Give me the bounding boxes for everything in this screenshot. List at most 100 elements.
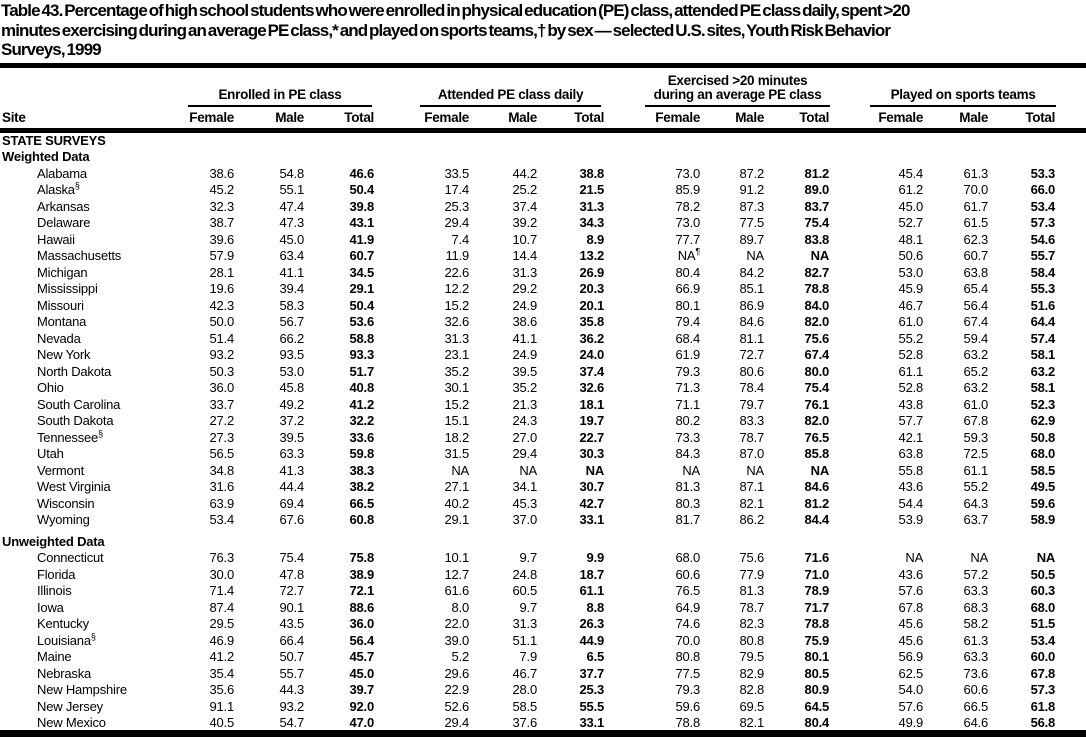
value-cell: 37.4 <box>579 363 605 379</box>
col-header-attended-male: Male <box>471 106 540 133</box>
value-cell: 80.9 <box>804 682 830 697</box>
value-cell: 35.2 <box>512 380 538 395</box>
group-label-attended: Attended PE class daily <box>420 87 602 107</box>
right-margin-spacer <box>1057 347 1086 364</box>
col-header-enrolled-male: Male <box>236 106 306 133</box>
group-header-sports: Played on sports teams <box>831 65 1057 107</box>
value-cell: NA <box>810 248 830 263</box>
col-header-attended-female: Female <box>376 106 472 133</box>
table-row: Louisiana§ 46.9 66.4 56.4 39.0 51.1 44.9 70.0 80… <box>0 633 1086 650</box>
value-cell: 25.2 <box>512 182 538 197</box>
site-cell: Montana <box>37 314 87 329</box>
value-cell: 22.7 <box>579 429 605 445</box>
value-cell: 68.3 <box>963 599 989 615</box>
value-cell: 70.0 <box>963 182 989 197</box>
value-cell: 41.2 <box>349 396 375 412</box>
value-cell: 60.8 <box>349 512 375 527</box>
value-cell: 46.9 <box>209 632 234 648</box>
value-cell: 46.7 <box>512 665 538 681</box>
value-cell: 84.4 <box>804 512 830 527</box>
value-cell: 32.6 <box>579 380 605 395</box>
value-cell: 29.6 <box>444 665 470 681</box>
site-cell: Tennessee§ <box>37 429 103 445</box>
site-cell: Wisconsin <box>37 495 95 511</box>
value-cell: 75.9 <box>804 632 830 648</box>
value-cell: 57.3 <box>1030 682 1056 697</box>
site-cell: Arkansas <box>37 198 90 214</box>
value-cell: 52.8 <box>898 347 924 362</box>
value-cell: 38.7 <box>209 215 234 230</box>
value-cell: 78.8 <box>804 616 830 631</box>
value-cell: 34.5 <box>349 264 375 280</box>
value-cell: 66.2 <box>279 330 304 346</box>
site-cell: Florida <box>37 566 76 582</box>
group-label-exercised-line1: Exercised >20 minutes <box>667 72 808 88</box>
value-cell: 39.8 <box>349 198 375 214</box>
value-cell: 21.3 <box>512 396 538 412</box>
value-cell: 76.5 <box>675 583 701 598</box>
value-cell: 32.3 <box>209 198 234 214</box>
value-cell: 10.1 <box>444 550 470 565</box>
right-margin-spacer <box>1057 248 1086 265</box>
value-cell: 17.4 <box>444 182 470 197</box>
value-cell: 43.5 <box>279 616 304 631</box>
value-cell: 31.6 <box>209 479 234 494</box>
value-cell: 82.1 <box>739 715 765 730</box>
value-cell: 53.4 <box>1030 632 1056 648</box>
value-cell: 31.3 <box>444 330 470 346</box>
value-cell: 71.4 <box>209 583 234 598</box>
section-heading: STATE SURVEYS <box>2 132 106 148</box>
table-row: Michigan 28.1 41.1 34.5 22.6 31.3 26.9 80.4 84.2… <box>0 265 1086 282</box>
value-cell: 80.4 <box>804 715 830 730</box>
value-cell: 35.8 <box>579 314 605 329</box>
value-cell: 63.4 <box>279 248 304 263</box>
value-cell: 28.0 <box>512 682 538 697</box>
table-title: Table 43. Percentage of high school stud… <box>0 0 1086 60</box>
value-cell: 46.6 <box>349 165 375 181</box>
value-cell: 47.3 <box>279 215 304 230</box>
value-cell: 29.1 <box>444 512 470 527</box>
value-cell: 84.6 <box>804 479 830 494</box>
value-cell: 58.5 <box>1030 462 1056 478</box>
section-heading-row: STATE SURVEYS <box>0 130 1086 149</box>
value-cell: 62.5 <box>898 665 924 681</box>
site-cell: New York <box>37 347 91 362</box>
value-cell: 80.5 <box>804 665 830 681</box>
value-cell: 61.1 <box>963 462 989 478</box>
value-cell: 64.6 <box>963 715 989 730</box>
col-header-enrolled-total: Total <box>306 106 377 133</box>
right-margin-spacer <box>1057 463 1086 480</box>
right-margin-spacer <box>1057 512 1086 529</box>
site-cell: Nevada <box>37 330 81 346</box>
value-cell: 52.7 <box>898 215 924 230</box>
value-cell: 81.3 <box>739 583 765 598</box>
value-cell: 66.0 <box>1030 182 1056 197</box>
value-cell: 45.0 <box>898 198 924 214</box>
value-cell: 69.4 <box>279 495 304 511</box>
value-cell: 37.2 <box>279 413 304 428</box>
value-cell: 26.9 <box>579 264 605 280</box>
value-cell: 15.1 <box>444 413 470 428</box>
value-cell: 52.3 <box>1030 396 1056 412</box>
site-cell: Michigan <box>37 264 88 280</box>
value-cell: 45.7 <box>349 649 375 664</box>
value-cell: 60.5 <box>512 583 538 598</box>
site-cell: Ohio <box>37 380 64 395</box>
value-cell: 33.1 <box>579 715 605 730</box>
value-cell: 56.4 <box>963 297 989 313</box>
value-cell: 31.3 <box>579 198 605 214</box>
right-margin-spacer <box>1057 430 1086 447</box>
value-cell: 48.1 <box>898 231 924 247</box>
value-cell: 62.9 <box>1030 413 1056 428</box>
value-cell: 76.3 <box>209 550 234 565</box>
value-cell: 83.3 <box>739 413 765 428</box>
value-cell: 45.2 <box>209 182 234 197</box>
table-row: Delaware 38.7 47.3 43.1 29.4 39.2 34.3 73.0 77.5… <box>0 215 1086 232</box>
value-cell: 32.2 <box>349 413 375 428</box>
table-row: Mississippi 19.6 39.4 29.1 12.2 29.2 20.3 66.9 8… <box>0 281 1086 298</box>
table-row: Nebraska 35.4 55.7 45.0 29.6 46.7 37.7 77.5 82.9… <box>0 666 1086 683</box>
value-cell: 84.6 <box>739 314 765 329</box>
value-cell: 20.1 <box>579 297 605 313</box>
value-cell: 55.2 <box>963 479 989 494</box>
right-margin-spacer <box>1057 413 1086 430</box>
